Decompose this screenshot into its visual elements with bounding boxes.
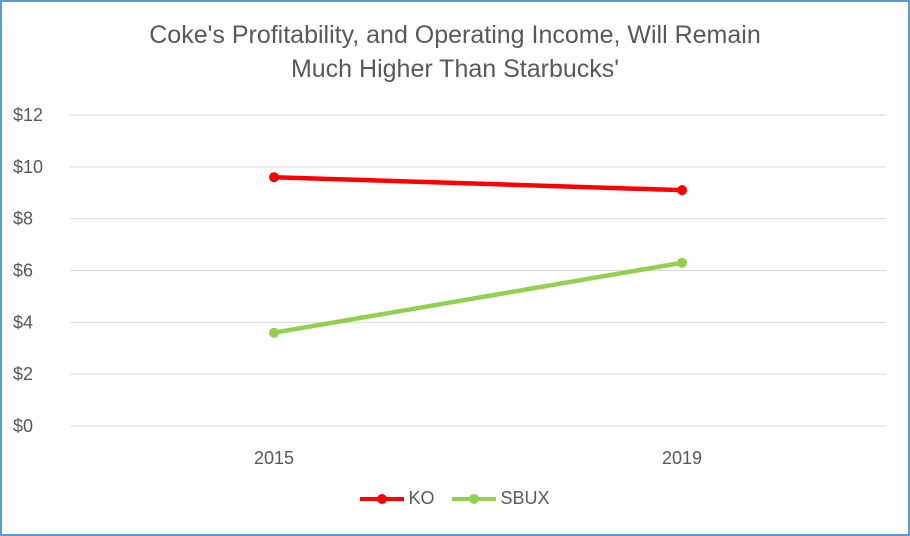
series-sbux: [269, 257, 687, 338]
y-tick-label: $6: [13, 261, 33, 281]
data-point: [677, 185, 687, 196]
series-line: [271, 174, 685, 193]
legend-label-sbux: SBUX: [500, 488, 550, 508]
y-tick-label: $12: [13, 105, 43, 125]
y-tick-label: $4: [13, 312, 33, 332]
series-line: [271, 260, 685, 335]
x-tick-label: 2015: [254, 448, 294, 468]
data-point: [677, 257, 687, 268]
legend-item-ko: KO: [360, 488, 434, 509]
data-point: [269, 172, 279, 183]
data-point: [269, 327, 279, 338]
y-tick-label: $2: [13, 364, 33, 384]
chart-title-line-1: Coke's Profitability, and Operating Inco…: [149, 21, 761, 49]
legend: KO SBUX: [0, 488, 910, 509]
series-lines: [269, 172, 687, 338]
x-axis-ticks: 2015 2019: [254, 448, 702, 468]
y-tick-label: $8: [13, 209, 33, 229]
x-tick-label: 2019: [662, 448, 702, 468]
legend-item-sbux: SBUX: [452, 488, 550, 509]
series-ko: [269, 172, 687, 196]
y-tick-label: $0: [13, 416, 33, 436]
y-tick-label: $10: [13, 157, 43, 177]
legend-swatch-ko: [360, 492, 405, 506]
legend-label-ko: KO: [408, 488, 435, 508]
chart-title: Coke's Profitability, and Operating Inco…: [0, 18, 910, 86]
y-axis-ticks: $0 $2 $4 $6 $8 $10 $12: [13, 105, 43, 436]
legend-swatch-sbux: [452, 492, 497, 506]
chart-title-line-2: Much Higher Than Starbucks': [290, 55, 620, 83]
gridlines: [70, 114, 886, 427]
